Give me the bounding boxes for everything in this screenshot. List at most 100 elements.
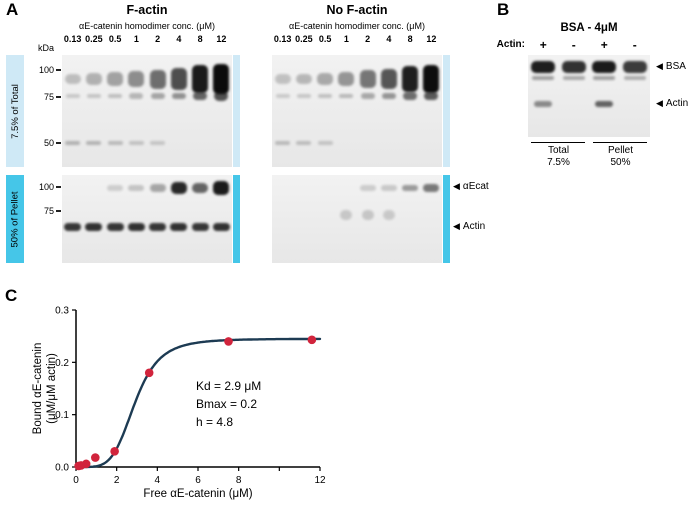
panel-b-label: B (497, 0, 510, 19)
gel-band (192, 182, 209, 194)
x-tick-label: 12 (314, 475, 326, 486)
gel-band (170, 223, 188, 231)
gel-pellet-factin (62, 175, 232, 263)
kda-marker: 100 (38, 182, 54, 192)
y-tick-label: 0.1 (55, 410, 69, 421)
data-point (91, 453, 100, 462)
gel-band (106, 223, 124, 231)
factin-title: F-actin (126, 3, 168, 17)
bsa-actin-arrow: ◀ Actin (656, 98, 688, 109)
gel-band (623, 76, 646, 80)
kda-label: kDa (37, 43, 54, 53)
gel-band (359, 70, 376, 88)
conc-label: 1 (343, 34, 349, 44)
conc-label: 0.13 (273, 34, 292, 44)
data-point (110, 447, 119, 456)
panel-c-label: C (5, 286, 18, 305)
strip-total-no-factin (443, 55, 450, 167)
y-tick-label: 0.3 (55, 306, 69, 317)
conc-label: 0.5 (318, 34, 332, 44)
gel-band (170, 181, 187, 195)
gel-band (592, 60, 617, 74)
gel-band (128, 141, 144, 145)
fit-annotation-line: Bmax = 0.2 (196, 397, 257, 411)
conc-label: 2 (365, 34, 371, 44)
kda-marker-tick (56, 186, 61, 188)
no-factin-subtitle: αE-catenin homodimer conc. (μM) (289, 21, 425, 31)
gel-band (295, 73, 312, 85)
x-tick-label: 0 (73, 475, 79, 486)
gel-band (593, 76, 616, 80)
fit-annotation-line: h = 4.8 (196, 415, 233, 429)
pellet-fraction-caption: Pellet 50% (590, 145, 651, 169)
gel-band (213, 181, 230, 195)
kda-marker: 75 (43, 206, 54, 216)
conc-label: 4 (176, 34, 182, 44)
gel-band (107, 184, 124, 192)
kda-marker-tick (56, 210, 61, 212)
gel-total-no-factin (272, 55, 442, 167)
no-factin-conc-labels: 0.13 0.25 0.5 1 2 4 8 12 (272, 34, 442, 46)
gel-band (562, 76, 585, 80)
gel-total-factin (62, 55, 232, 167)
actin-sign: - (632, 38, 637, 52)
x-axis-label: Free αE-catenin (μM) (143, 488, 252, 500)
gel-band (318, 93, 333, 99)
data-point (81, 459, 91, 469)
alpha-ecat-arrow: ◀ αEcat (453, 181, 489, 192)
gel-band (64, 223, 82, 231)
gel-band (340, 210, 353, 220)
actin-arrow-label: Actin (462, 221, 486, 232)
gel-band (296, 141, 312, 145)
gel-band (170, 67, 187, 91)
no-factin-title: No F-actin (326, 3, 388, 17)
left-arrowhead-icon: ◀ (453, 221, 460, 231)
data-point (307, 335, 317, 345)
gel-band (107, 141, 123, 145)
conc-label: 12 (426, 34, 437, 44)
total-fraction-caption: Total 7.5% (528, 145, 589, 169)
gel-band (128, 71, 145, 87)
gel-band (212, 223, 230, 231)
bsa-arrow: ◀ BSA (656, 61, 686, 72)
gel-band (317, 141, 333, 145)
strip-pellet-no-factin (443, 175, 450, 263)
gel-band (380, 68, 397, 90)
gel-band (296, 93, 311, 99)
x-tick-label: 8 (236, 475, 242, 486)
gel-band (107, 72, 124, 86)
gel-band (403, 92, 418, 100)
row-label-total: 7.5% of Total (6, 55, 24, 167)
actin-arrow: ◀ Actin (453, 221, 485, 232)
factin-conc-labels: 0.13 0.25 0.5 1 2 4 8 12 (62, 34, 232, 46)
actin-sign: + (600, 38, 608, 52)
pellet-caption-line1: Pellet (607, 145, 633, 156)
pellet-bracket-line (593, 142, 647, 143)
row-label-total-text: 7.5% of Total (9, 83, 21, 139)
y-tick-label: 0.2 (55, 358, 69, 369)
gel-band (275, 93, 290, 99)
gel-band (85, 73, 102, 85)
strip-total-factin (233, 55, 240, 167)
conc-label: 0.5 (108, 34, 122, 44)
x-tick-label: 2 (114, 475, 120, 486)
conc-label: 0.25 (295, 34, 313, 44)
conc-label: 8 (197, 34, 203, 44)
y-axis-label-line2: (μM/μM actin) (46, 353, 58, 424)
y-axis-label-line1: Bound αE-catenin (32, 343, 44, 435)
conc-label: 0.25 (85, 34, 103, 44)
row-label-pellet-text: 50% of Pellet (9, 191, 21, 247)
gel-band (359, 185, 376, 191)
gel-band (150, 141, 166, 145)
gel-band (127, 223, 145, 231)
gel-band (275, 141, 291, 145)
gel-band (534, 101, 553, 107)
y-tick-label: 0.0 (55, 463, 69, 474)
gel-band (402, 66, 419, 92)
fit-annotation-line: Kd = 2.9 μM (196, 379, 261, 393)
gel-band (424, 91, 439, 101)
gel-band (129, 93, 144, 99)
left-arrowhead-icon: ◀ (656, 98, 663, 108)
actin-row-label: Actin: (496, 39, 525, 50)
total-caption-line2: 7.5% (547, 157, 570, 168)
